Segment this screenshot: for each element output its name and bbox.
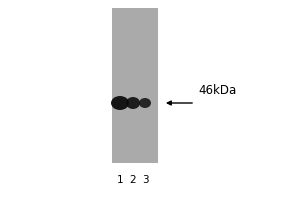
Text: 1: 1 — [117, 175, 123, 185]
Bar — [112, 8, 158, 163]
Text: 3: 3 — [142, 175, 148, 185]
Text: 46kDa: 46kDa — [198, 84, 236, 97]
Ellipse shape — [111, 96, 129, 110]
Text: 2: 2 — [130, 175, 136, 185]
Ellipse shape — [126, 97, 140, 109]
Ellipse shape — [139, 98, 151, 108]
